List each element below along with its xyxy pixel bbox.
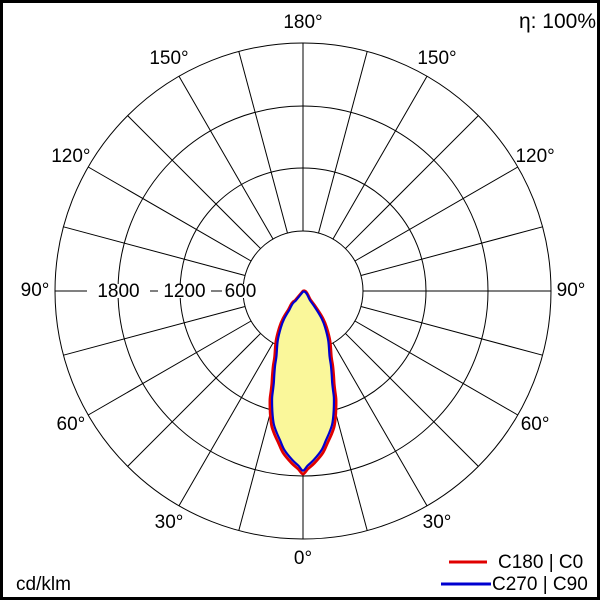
svg-text:30°: 30° [155,512,184,533]
svg-text:180°: 180° [283,12,322,33]
svg-text:C180 | C0: C180 | C0 [498,552,583,573]
svg-text:η: 100%: η: 100% [519,10,596,33]
svg-text:0°: 0° [294,548,312,569]
svg-text:120°: 120° [51,146,90,167]
svg-text:1200: 1200 [163,281,205,302]
svg-text:150°: 150° [417,48,456,69]
svg-text:90°: 90° [21,280,50,301]
svg-text:60°: 60° [521,414,550,435]
svg-text:30°: 30° [423,512,452,533]
svg-text:150°: 150° [149,48,188,69]
svg-text:1800: 1800 [97,281,139,302]
svg-text:60°: 60° [57,414,86,435]
svg-text:cd/klm: cd/klm [16,574,71,595]
svg-text:C270 | C90: C270 | C90 [492,574,588,595]
svg-text:90°: 90° [557,280,586,301]
svg-text:600: 600 [225,281,257,302]
svg-text:120°: 120° [515,146,554,167]
